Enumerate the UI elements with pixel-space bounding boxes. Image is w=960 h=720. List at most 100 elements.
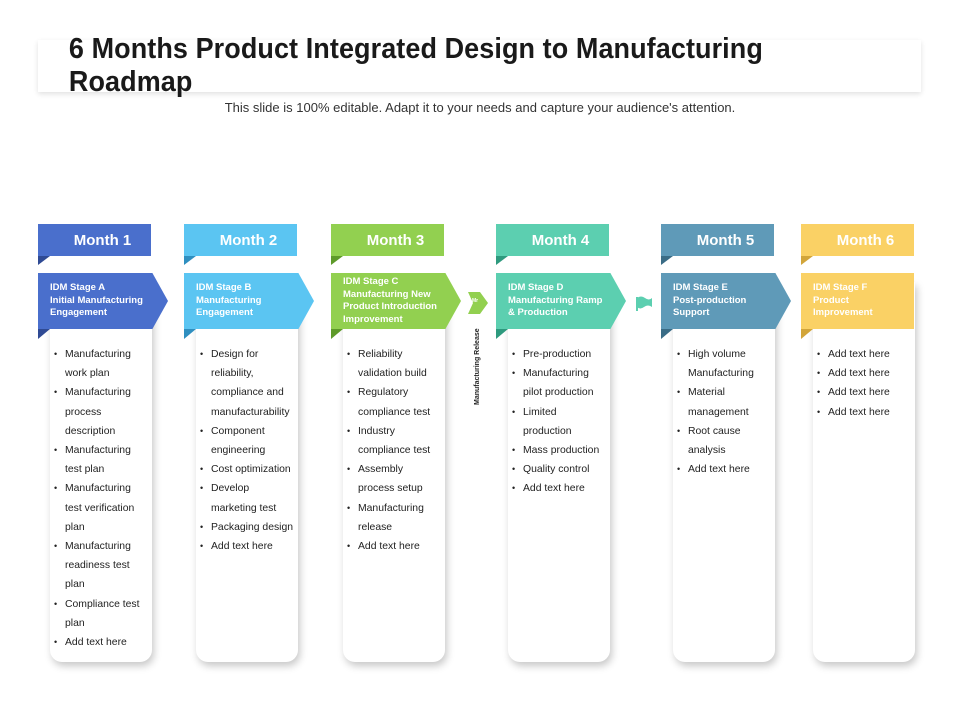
stage-line: Engagement [196, 307, 254, 319]
month-tab: Month 6 [801, 224, 914, 256]
list-item: Manufacturing pilot production [509, 364, 601, 402]
list-item: Root cause analysis [674, 422, 766, 460]
list-item: Add text here [674, 460, 766, 479]
month-label: Month 5 [696, 231, 755, 249]
stage-line: IDM Stage F [813, 282, 868, 294]
stage-line: Manufacturing [196, 294, 262, 306]
list-item: Packaging design [197, 518, 297, 537]
list-item: Manufacturing test plan [51, 441, 143, 479]
stage-fold [496, 329, 508, 339]
month-item-list: Manufacturing work planManufacturing pro… [51, 345, 143, 652]
milestone-label: Manufacturing Release [474, 328, 481, 405]
stage-line: Post-production [673, 294, 747, 306]
list-item: Add text here [814, 403, 906, 422]
month-item-list: High volume ManufacturingMaterial manage… [674, 345, 766, 480]
list-item: Limited production [509, 403, 601, 441]
list-item: Manufacturing process description [51, 383, 143, 441]
page-subtitle: This slide is 100% editable. Adapt it to… [224, 100, 736, 115]
list-item: Manufacturing release [344, 499, 436, 537]
month-column-2: Month 2 IDM Stage B Manufacturing Engagemen… [184, 224, 342, 670]
month-item-list: Reliability validation buildRegulatory c… [344, 345, 436, 556]
month-column-3: Month 3 IDM Stage C Manufacturing New Produ… [331, 224, 489, 670]
month-tab-fold [661, 256, 673, 265]
month-column-5: Month 5 IDM Stage E Post-production Support… [661, 224, 819, 670]
list-item: Regulatory compliance test [344, 383, 436, 421]
stage-arrow: IDM Stage C Manufacturing New Product Intr… [331, 273, 461, 329]
list-item: Add text here [814, 383, 906, 402]
stage-line: Manufacturing New [343, 288, 431, 300]
stage-line: Manufacturing Ramp [508, 294, 603, 306]
stage-arrow: IDM Stage E Post-production Support [661, 273, 791, 329]
stage-line: & Production [508, 307, 568, 319]
stage-line: IDM Stage C [343, 276, 399, 287]
list-item: Add text here [197, 537, 297, 556]
stage-fold [331, 329, 343, 339]
list-item: Compliance test plan [51, 595, 143, 633]
list-item: Add text here [344, 537, 436, 556]
milestone-arrow-text: Mr [472, 298, 479, 304]
page-title: 6 Months Product Integrated Design to Ma… [68, 33, 763, 98]
month-column-1: Month 1 IDM Stage A Initial Manufacturing E… [38, 224, 196, 670]
list-item: Component engineering [197, 422, 297, 460]
stage-text: IDM Stage C Manufacturing New Product Intr… [331, 276, 457, 326]
month-tab: Month 4 [496, 224, 609, 256]
stage-line: Engagement [50, 307, 108, 319]
month-tab-fold [331, 256, 343, 265]
month-label: Month 3 [366, 231, 425, 249]
stage-line: Product [813, 294, 849, 306]
month-tab: Month 5 [661, 224, 774, 256]
stage-text: IDM Stage A Initial Manufacturing Engageme… [38, 282, 163, 320]
month-label: Month 1 [73, 231, 132, 249]
list-item: Pre-production [509, 345, 601, 364]
stage-arrow: IDM Stage D Manufacturing Ramp & Productio… [496, 273, 626, 329]
milestone-arrow-icon: Mr [468, 292, 488, 314]
stage-text: IDM Stage B Manufacturing Engagement [184, 282, 281, 320]
stage-arrow: IDM Stage F Product Improvement [801, 273, 914, 329]
list-item: Quality control [509, 460, 601, 479]
list-item: Material management [674, 383, 766, 421]
flag-icon [636, 296, 652, 311]
list-item: Reliability validation build [344, 345, 436, 383]
month-tab-fold [38, 256, 50, 265]
milestone-label-wrap: Manufacturing Release [474, 328, 551, 412]
stage-arrow: IDM Stage A Initial Manufacturing Engageme… [38, 273, 168, 329]
stage-fold [38, 329, 50, 339]
list-item: Design for reliability, compliance and m… [197, 345, 297, 422]
stage-line: IDM Stage D [508, 282, 564, 294]
list-item: Manufacturing test verification plan [51, 479, 143, 537]
list-item: Industry compliance test [344, 422, 436, 460]
list-item: Manufacturing readiness test plan [51, 537, 143, 595]
list-item: Add text here [509, 479, 601, 498]
stage-line: IDM Stage A [50, 282, 106, 294]
month-item-list: Add text hereAdd text hereAdd text hereA… [814, 345, 906, 422]
month-tab-fold [801, 256, 813, 265]
month-tab-fold [184, 256, 196, 265]
list-item: Assembly process setup [344, 460, 436, 498]
stage-text: IDM Stage E Post-production Support [661, 282, 766, 320]
month-item-list: Pre-productionManufacturing pilot produc… [509, 345, 601, 499]
month-tab-fold [496, 256, 508, 265]
list-item: Mass production [509, 441, 601, 460]
month-label: Month 6 [836, 231, 895, 249]
stage-text: IDM Stage F Product Improvement [801, 282, 893, 320]
list-item: Add text here [814, 345, 906, 364]
list-item: High volume Manufacturing [674, 345, 766, 383]
stage-line: Improvement [343, 313, 403, 325]
stage-line: Product Introduction [343, 301, 437, 312]
month-label: Month 4 [531, 231, 590, 249]
month-tab: Month 3 [331, 224, 444, 256]
month-tab: Month 2 [184, 224, 297, 256]
list-item: Cost optimization [197, 460, 297, 479]
stage-line: Support [673, 307, 710, 319]
list-item: Develop marketing test [197, 479, 297, 517]
month-item-list: Design for reliability, compliance and m… [197, 345, 297, 556]
month-column-4: Month 4 IDM Stage D Manufacturing Ramp & Pr… [496, 224, 654, 670]
month-label: Month 2 [219, 231, 278, 249]
list-item: Add text here [51, 633, 143, 652]
stage-arrow: IDM Stage B Manufacturing Engagement [184, 273, 314, 329]
list-item: Add text here [814, 364, 906, 383]
stage-text: IDM Stage D Manufacturing Ramp & Productio… [496, 282, 622, 320]
stage-line: Improvement [813, 307, 873, 319]
stage-fold [801, 329, 813, 339]
